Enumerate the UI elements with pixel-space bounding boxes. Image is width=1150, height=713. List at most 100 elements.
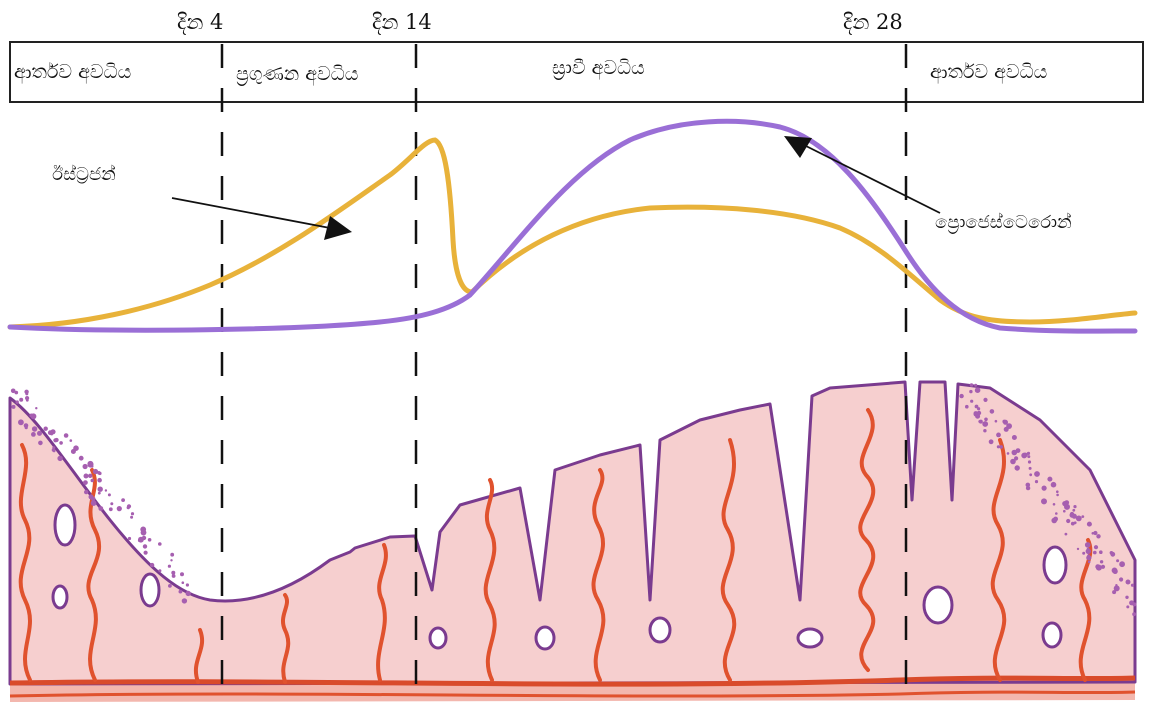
lumen-10: [1041, 621, 1063, 649]
shedding-dot: [965, 404, 969, 409]
shedding-dot: [82, 463, 88, 470]
shedding-dot: [1093, 530, 1098, 536]
day-label-14: දින 14: [372, 10, 432, 35]
shedding-dot: [1027, 455, 1031, 459]
shedding-dot: [43, 426, 48, 431]
shedding-dot: [167, 564, 171, 568]
shedding-dot: [1014, 456, 1019, 461]
shedding-dot: [1041, 485, 1047, 491]
day-label-4: දින 4: [177, 10, 223, 35]
shedding-dot: [1085, 548, 1092, 554]
shedding-dot: [98, 506, 104, 511]
shedding-dot: [107, 493, 111, 497]
endometrium-body: [8, 380, 1137, 686]
shedding-dot: [1071, 513, 1077, 519]
shedding-dot: [110, 502, 114, 506]
shedding-dot: [178, 589, 183, 594]
endometrium-tissue: [8, 380, 1137, 702]
shedding-dot: [90, 478, 94, 483]
shedding-dot: [1112, 590, 1117, 595]
shedding-dot: [1066, 518, 1071, 524]
shedding-dot: [978, 420, 982, 423]
progesterone-curve: [7, 118, 1138, 334]
shedding-dot: [970, 399, 974, 403]
day-label-28: දින 28: [843, 10, 903, 35]
shedding-dot: [1111, 567, 1118, 574]
shedding-dot: [983, 429, 987, 433]
estrogen-label: ඊස්ට්‍රජන්: [52, 164, 116, 185]
shedding-dot: [984, 417, 988, 422]
shedding-dot: [149, 562, 155, 568]
shedding-dot: [121, 498, 125, 502]
shedding-dot: [1082, 551, 1086, 555]
gland-4: [281, 593, 291, 684]
phase-header-box: [9, 41, 1144, 103]
shedding-dot: [170, 552, 175, 557]
phase-label-menstrual-1: ආර්තව අවධිය: [14, 61, 131, 84]
shedding-dot: [171, 570, 176, 575]
shedding-dot: [87, 460, 94, 467]
shedding-dots: [10, 383, 1137, 617]
gland-9: [858, 408, 876, 672]
shedding-dot: [185, 583, 189, 587]
shedding-dot: [1099, 560, 1104, 564]
shedding-dot: [1076, 547, 1080, 551]
basal-line-lower: [9, 690, 1136, 698]
shedding-dot: [1084, 542, 1091, 548]
shedding-dot: [977, 407, 981, 411]
gland-5: [376, 543, 388, 682]
shedding-dot: [84, 489, 89, 495]
shedding-dot: [1029, 473, 1033, 477]
shedding-dot: [1073, 505, 1077, 509]
estrogen-arrowhead: [324, 216, 352, 240]
shedding-dot: [168, 584, 172, 588]
shedding-dot: [1086, 521, 1092, 527]
shedding-dot: [1072, 508, 1076, 512]
shedding-dot: [59, 441, 63, 445]
progesterone-label: ප්‍රොජෙස්ටෙරොන්: [935, 212, 1072, 234]
shedding-dot: [130, 512, 135, 516]
shedding-dot: [97, 471, 101, 475]
estrogen-pointer: [171, 197, 352, 240]
phase-label-menstrual-2: ආර්තව අවධිය: [930, 61, 1047, 84]
lumen-1: [53, 503, 77, 547]
shedding-dot: [1052, 503, 1056, 506]
shedding-dot: [1056, 490, 1059, 494]
gland-6: [483, 478, 497, 682]
shedding-dot: [1056, 493, 1059, 497]
shedding-dot: [1006, 452, 1010, 455]
shedding-dot: [1125, 595, 1129, 599]
basal-line: [9, 675, 1136, 687]
shedding-dot: [70, 449, 76, 454]
shedding-dot: [92, 468, 99, 475]
shedding-dot: [25, 398, 29, 402]
phase-label-secretory: ස්‍රාවී අවධිය: [552, 57, 645, 80]
shedding-dot: [969, 389, 973, 394]
shedding-dot: [57, 455, 63, 462]
shedding-dot: [1100, 564, 1106, 569]
shedding-dot: [969, 383, 974, 387]
shedding-dot: [1015, 448, 1021, 453]
shedding-dot: [181, 581, 185, 584]
shedding-dot: [1116, 559, 1120, 563]
shedding-dot: [143, 550, 148, 555]
shedding-dot: [1096, 534, 1101, 539]
phase-label-proliferative: ප්‍රගුණන අවධිය: [236, 63, 358, 86]
shedding-dot: [10, 388, 16, 394]
shedding-dot: [1130, 583, 1135, 587]
shedding-dot: [1125, 579, 1131, 585]
shedding-dot: [14, 390, 19, 395]
gland-7: [591, 468, 606, 682]
shedding-dot: [1093, 545, 1099, 550]
shedding-dot: [983, 422, 986, 425]
shedding-dot: [1095, 564, 1102, 571]
shedding-dot: [54, 437, 59, 443]
shedding-dot: [31, 426, 38, 432]
shedding-dot: [29, 413, 34, 418]
shedding-dot: [180, 572, 184, 577]
shedding-dot: [1119, 577, 1124, 582]
shedding-dot: [127, 536, 132, 541]
shedding-dot: [37, 430, 42, 436]
gland-8: [720, 438, 737, 682]
shedding-dot: [999, 445, 1003, 449]
